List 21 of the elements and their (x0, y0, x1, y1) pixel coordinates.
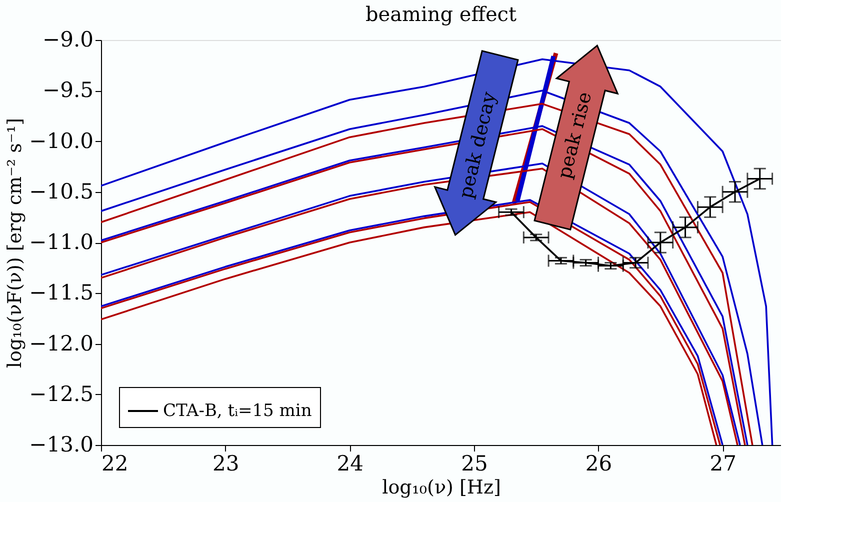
annotation: peak decay (454, 90, 501, 200)
y-tick-label: −9.5 (42, 78, 94, 102)
chart-title: beaming effect (365, 2, 517, 26)
x-tick-label: 26 (585, 452, 612, 476)
x-tick-label: 22 (102, 452, 128, 476)
legend-label: CTA-B, tᵢ=15 min (163, 401, 312, 421)
x-tick-label: 27 (710, 452, 736, 476)
y-tick-label: −11.0 (29, 230, 94, 254)
x-tick-label: 23 (212, 452, 240, 476)
y-tick-label: −13.0 (29, 432, 94, 456)
y-tick-label: −10.0 (29, 128, 94, 153)
y-tick-label: −12.0 (29, 331, 94, 356)
annotation: peak rise (553, 90, 596, 181)
x-tick-label: 24 (336, 452, 364, 476)
y-axis-title: log₁₀(νF(ν)) [erg cm⁻² s⁻¹] (4, 118, 26, 368)
x-tick-label: 25 (461, 452, 488, 476)
y-tick-label: −12.5 (29, 382, 94, 406)
y-tick-label: −11.5 (29, 280, 94, 305)
y-tick-label: −9.0 (42, 28, 94, 52)
y-tick-label: −10.5 (29, 179, 94, 204)
x-axis-title: log₁₀(ν) [Hz] (382, 476, 501, 498)
